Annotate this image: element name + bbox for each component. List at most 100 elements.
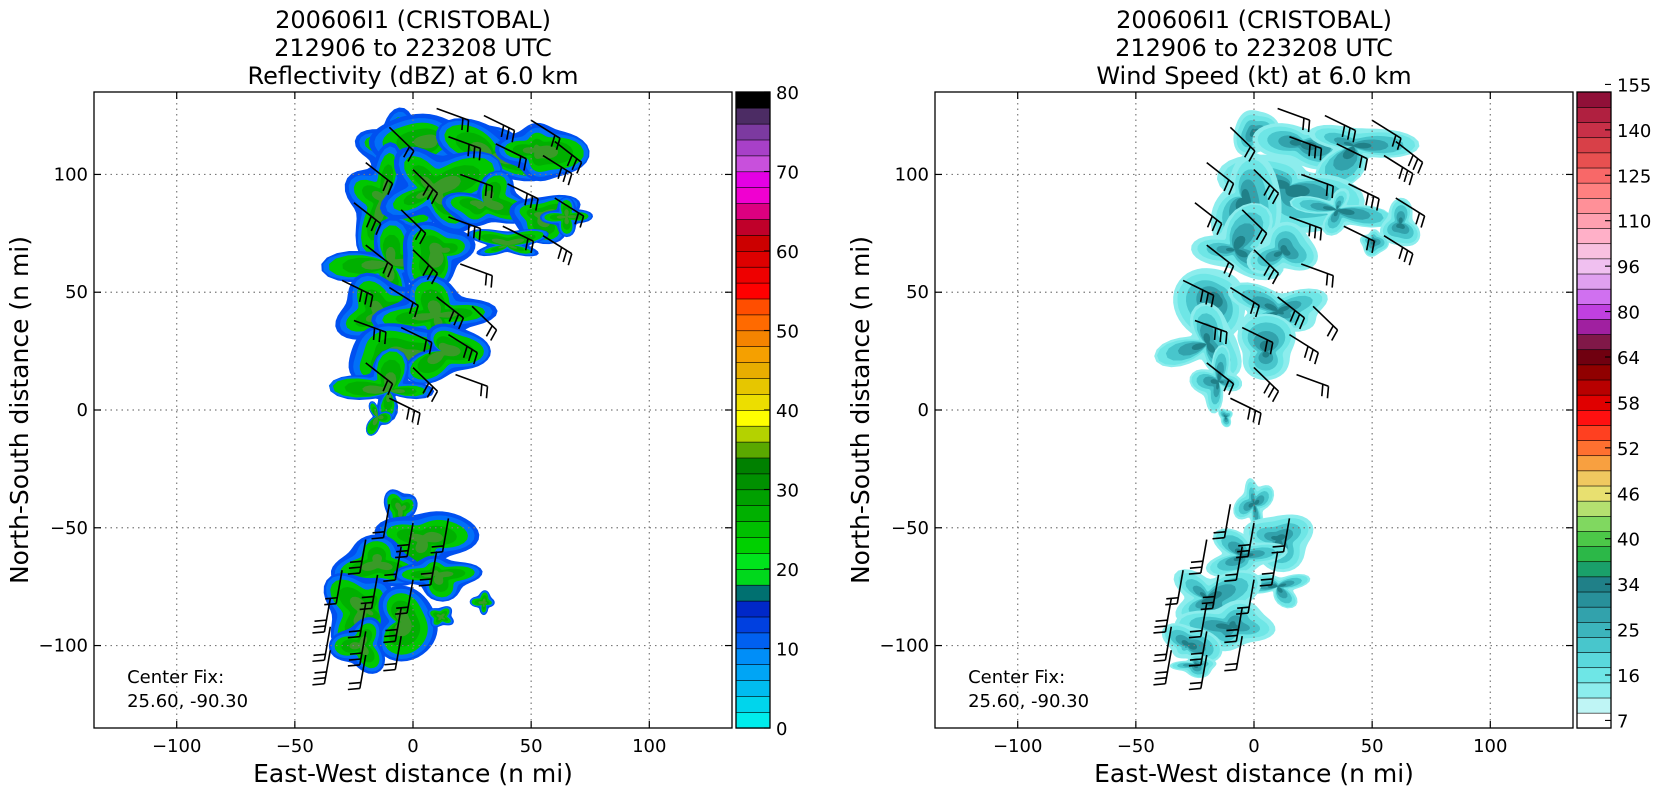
barb-flag	[457, 317, 465, 330]
y-tick-label: −50	[50, 518, 88, 539]
x-tick-label: −50	[1117, 736, 1155, 757]
wind-barb	[418, 551, 438, 587]
barb-flag	[431, 545, 444, 548]
chart-title-line: Wind Speed (kt) at 6.0 km	[1096, 62, 1411, 90]
colorbar-tick-label: 7	[1617, 711, 1628, 732]
barb-flag	[1238, 543, 1251, 547]
wind-barb	[1300, 263, 1335, 288]
barb-flag	[423, 339, 428, 352]
echo-cell	[1271, 534, 1286, 548]
colorbar-tick-label: 34	[1617, 575, 1640, 596]
barb-flag	[1166, 596, 1179, 600]
wind-barb	[1188, 603, 1208, 639]
barb-flag	[1415, 212, 1421, 225]
barb-flag	[395, 612, 408, 615]
barb-flag	[524, 238, 529, 251]
colorbar-tick-label: 60	[776, 242, 799, 263]
barb-flag	[576, 162, 583, 174]
colorbar-tick-label: 80	[776, 83, 799, 104]
wind-barb	[1188, 654, 1208, 691]
y-tick-label: 50	[906, 282, 929, 303]
barb-flag	[428, 342, 433, 355]
barb-flag	[313, 625, 326, 628]
barb-flag	[1298, 317, 1306, 330]
colorbar-swatch	[1576, 636, 1612, 653]
barb-flag	[402, 146, 411, 158]
barb-flag	[426, 386, 434, 398]
barb-flag	[485, 325, 493, 337]
colorbar-swatch	[735, 314, 771, 332]
barb-flag	[1202, 595, 1215, 599]
barb-flag	[387, 183, 394, 195]
wind-barb	[448, 216, 482, 241]
y-tick-label: 100	[895, 164, 929, 185]
wind-barb	[1224, 635, 1243, 672]
echo-cell	[332, 351, 426, 417]
wind-barb	[1230, 397, 1262, 426]
barb-flag	[422, 264, 430, 276]
barb-flag	[347, 572, 360, 575]
x-tick-label: 0	[1248, 736, 1259, 757]
wind-barb	[1253, 169, 1280, 205]
colorbar-swatch	[735, 91, 771, 109]
barb-flag	[313, 677, 326, 680]
barb-flag	[430, 192, 439, 205]
echo-cell	[394, 609, 412, 637]
barb-flag	[478, 148, 482, 161]
barb-flag	[1326, 386, 1330, 399]
colorbar-tick-label: 125	[1617, 166, 1651, 187]
barb-flag	[1188, 664, 1201, 667]
barb-flag	[550, 134, 556, 147]
wind-barb	[383, 546, 402, 582]
barb-flag	[1313, 226, 1317, 239]
barb-flag	[371, 536, 384, 540]
barb-flag	[1213, 327, 1217, 341]
colorbar-swatch	[735, 139, 771, 157]
colorbar-tick-label: 10	[776, 640, 799, 661]
y-tick-label: −100	[880, 636, 929, 657]
barb-flag	[1319, 228, 1323, 241]
barb-flag	[1346, 127, 1351, 140]
wind-barb	[1236, 579, 1255, 615]
wind-barb	[1289, 136, 1323, 161]
barb-flag	[1267, 188, 1275, 201]
wind-barb	[1324, 114, 1357, 143]
colorbar-swatch	[1576, 333, 1612, 351]
colorbar-swatch	[1576, 152, 1612, 169]
barb-flag	[1190, 652, 1203, 655]
barb-flag	[361, 595, 374, 599]
wind-barb	[542, 154, 573, 186]
barb-flag	[1257, 412, 1262, 426]
barb-flag	[467, 349, 473, 362]
barb-flag	[1260, 578, 1273, 581]
barb-flag	[1223, 179, 1230, 192]
x-tick-label: 100	[1473, 736, 1507, 757]
barb-flag	[383, 668, 396, 672]
center-fix-annotation: 25.60, -90.30	[127, 691, 248, 712]
barb-flag	[420, 572, 433, 575]
colorbar-swatch	[735, 107, 771, 125]
wind-barb	[1194, 202, 1223, 236]
echo-cell	[1273, 245, 1291, 257]
barb-flag	[416, 412, 421, 426]
barb-flag	[383, 640, 396, 644]
barb-flag	[1225, 634, 1238, 638]
barb-flag	[1313, 146, 1317, 159]
colorbar-swatch	[735, 187, 771, 204]
barb-flag	[461, 117, 464, 131]
barb-flag	[396, 549, 409, 553]
barb-flag	[1236, 555, 1249, 559]
barb-flag	[360, 601, 373, 605]
wind-barbs	[1153, 107, 1426, 691]
wind-barb	[371, 504, 391, 540]
chart-title-line: 212906 to 223208 UTC	[1115, 34, 1393, 62]
y-tick-label: −100	[39, 636, 88, 657]
barb-flag	[1219, 329, 1223, 343]
wind-barb	[1395, 140, 1424, 174]
barb-flag	[505, 127, 510, 140]
colorbar-swatch	[735, 266, 771, 284]
colorbar-swatch	[735, 584, 771, 602]
barb-flag	[1255, 228, 1264, 241]
